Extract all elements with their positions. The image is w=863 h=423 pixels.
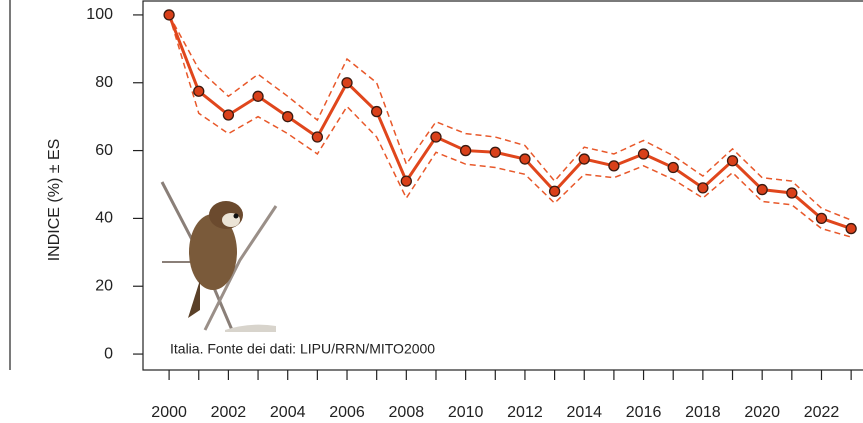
data-point [163,9,175,21]
x-tick-label: 2002 [211,404,247,421]
x-tick-label: 2010 [448,404,484,421]
data-point [845,222,857,235]
annotation: Italia. Fonte dei dati: LIPU/RRN/MITO200… [170,341,435,357]
data-point [726,155,739,167]
data-point [400,175,412,187]
data-line [167,14,852,230]
y-axis-label: INDICE (%) ± ES [46,139,63,262]
data-point [697,182,709,194]
x-tick-label: 2006 [329,404,365,421]
y-tick-label: 60 [95,142,113,159]
data-point [489,146,501,158]
x-tick-label: 2016 [626,404,662,421]
data-point [756,183,768,196]
x-tick-label: 2004 [270,404,306,421]
x-tick-label: 2022 [804,404,840,421]
y-tick-label: 20 [95,277,113,294]
x-tick-label: 2020 [744,404,780,421]
data-point [311,131,324,143]
data-point [282,111,294,123]
data-point [459,144,472,157]
data-point [252,90,264,102]
error-lower [168,14,852,238]
data-point [608,160,620,172]
data-point [519,153,531,165]
data-point [786,187,798,199]
data-point [815,212,828,225]
x-tick-label: 2012 [507,404,543,421]
plot-frame [142,0,863,371]
y-tick-label: 0 [104,345,113,362]
error-upper [168,14,852,221]
data-point [578,153,590,165]
data-point [637,148,650,160]
x-tick-label: 2000 [151,404,187,421]
bird-illustration [160,181,278,332]
data-point [193,85,205,97]
data-point [548,185,561,197]
y-tick-label: 80 [95,74,113,91]
data-point [667,161,679,174]
data-point [430,131,442,143]
y-tick-label: 100 [86,6,113,23]
data-point [222,109,235,121]
x-tick-label: 2014 [566,404,602,421]
data-point [371,105,383,118]
x-tick-label: 2008 [389,404,425,421]
y-tick-label: 40 [95,210,113,227]
data-point [341,77,353,89]
x-tick-label: 2018 [685,404,721,421]
